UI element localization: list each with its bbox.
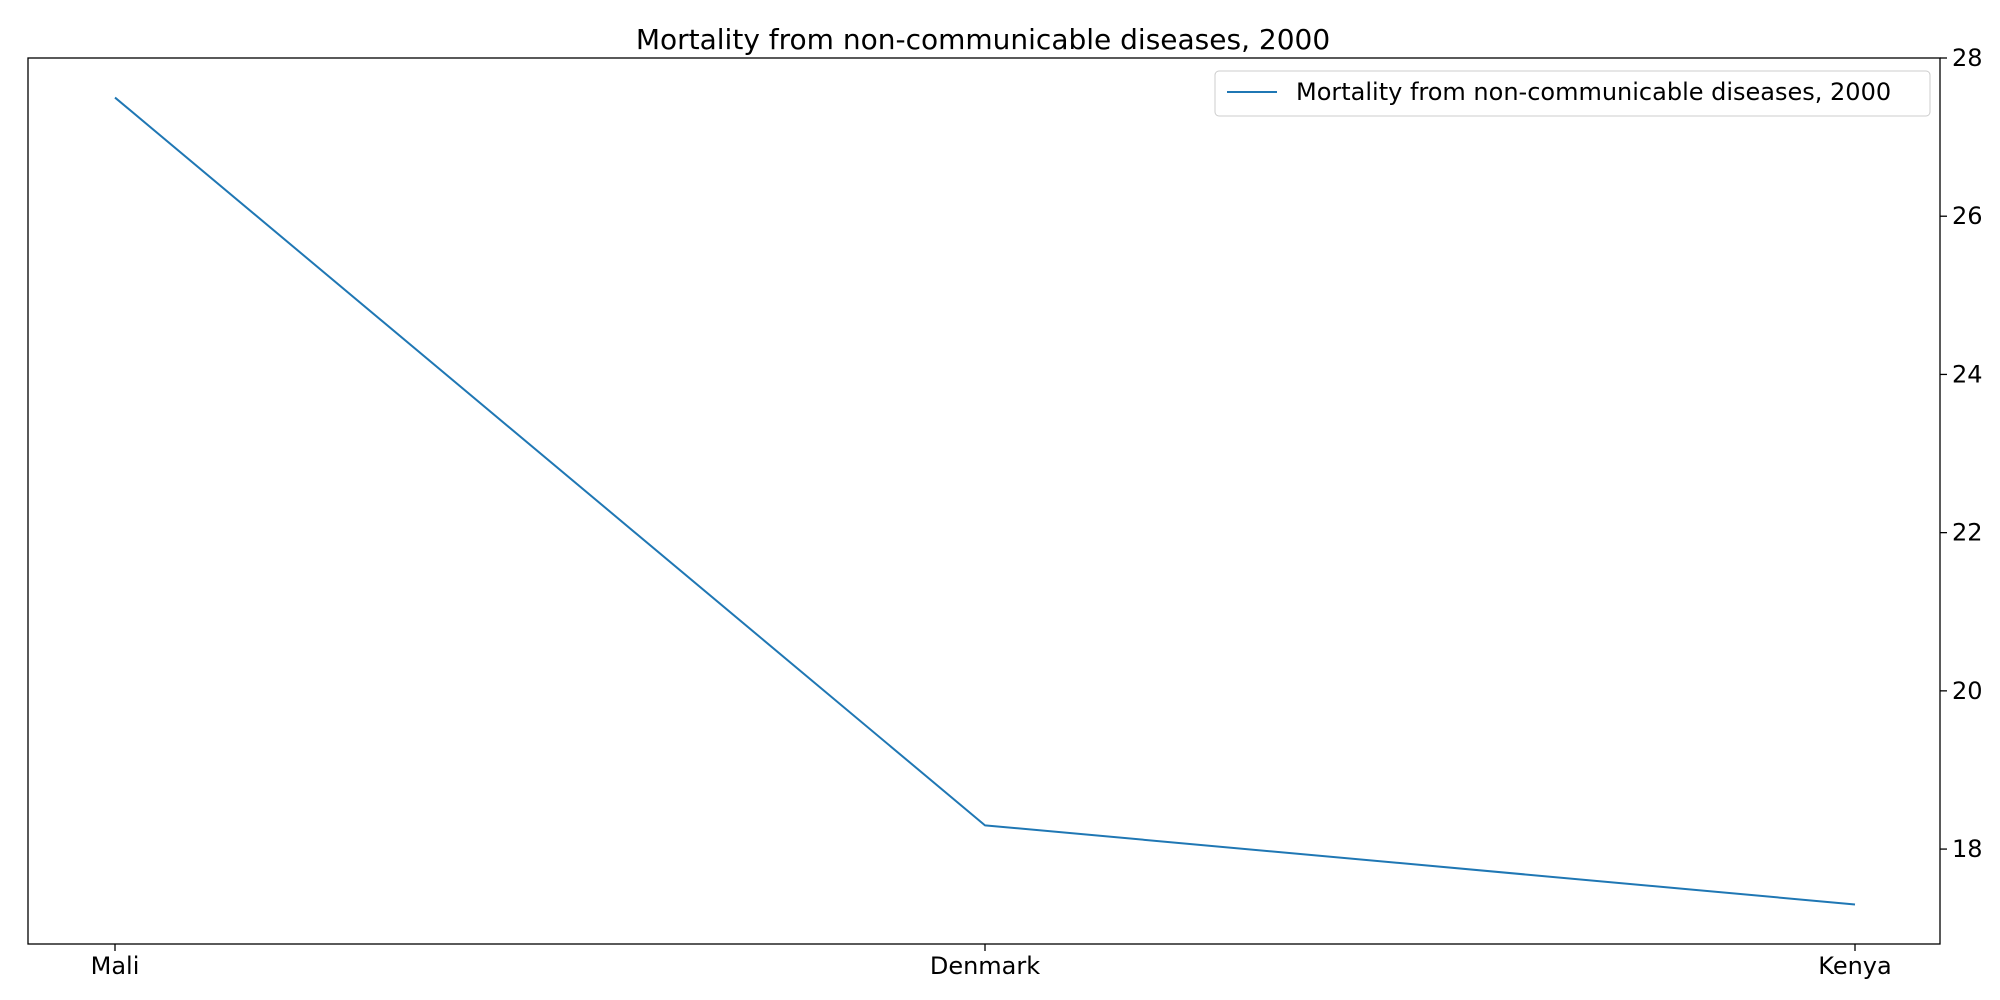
legend-label: Mortality from non-communicable diseases… [1296, 78, 1891, 106]
y-tick-label: 18 [1952, 835, 1983, 863]
y-tick-label: 26 [1952, 202, 1983, 230]
series-layer [114, 96, 1856, 906]
y-tick-label: 28 [1952, 44, 1983, 72]
x-tick-label: Denmark [930, 952, 1040, 980]
x-tick-label: Kenya [1818, 952, 1891, 980]
legend-box [1214, 70, 1931, 117]
y-axis: 18 20 22 24 26 28 [1940, 44, 1983, 863]
plot-area-frame [27, 57, 1941, 945]
legend: Mortality from non-communicable diseases… [1214, 70, 1931, 117]
chart-title: Mortality from non-communicable diseases… [636, 23, 1330, 56]
y-tick-label: 22 [1952, 519, 1983, 547]
x-axis: Mali Denmark Kenya [91, 944, 1892, 980]
x-tick-label: Mali [91, 952, 140, 980]
y-tick-label: 24 [1952, 360, 1983, 388]
series-line-0 [114, 96, 1856, 906]
y-tick-label: 20 [1952, 677, 1983, 705]
